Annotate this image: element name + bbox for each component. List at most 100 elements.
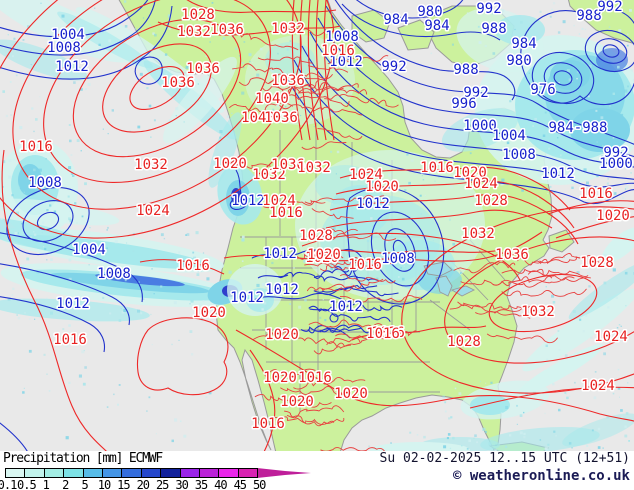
isobar-label: 980 — [506, 53, 531, 69]
scale-segment — [121, 468, 142, 478]
map-image: 1004 1008 1012 1008 1004 1008 1012 1012 1012 1012… — [0, 0, 634, 451]
isobar-label: 1012 — [263, 246, 297, 262]
scale-segment — [160, 468, 181, 478]
isobar-label: 1012 — [230, 290, 264, 306]
isobar-label: 1016 — [366, 326, 400, 342]
isobar-label: 988 — [453, 62, 478, 78]
isobar-label: 1020 — [453, 165, 487, 181]
scale-tick: 40 — [214, 478, 227, 490]
isobar-label: 1020 — [263, 370, 297, 386]
scale-tick: 0.5 — [17, 478, 37, 490]
isobar-label: 1040 — [255, 91, 289, 107]
isobar-label: 1020 — [213, 156, 247, 172]
isobar-label: 1032 — [461, 226, 495, 242]
isobar-label: 1008 — [28, 175, 62, 191]
isobars-high — [0, 0, 634, 451]
scale-tick: 50 — [252, 478, 266, 490]
datetime-label: Su 02-02-2025 12..15 UTC (12+51) — [379, 451, 630, 466]
isobar-label: 1012 — [55, 59, 89, 75]
isobar-label: 988 — [576, 8, 601, 24]
scale-tick: 0.1 — [0, 478, 17, 490]
isobar-label: 1036 — [186, 61, 220, 77]
isobar-label: 1032 — [271, 21, 305, 37]
arctic-island — [397, 19, 435, 51]
isobar-label: 1016 — [251, 416, 285, 432]
isobar-label: 992 — [597, 0, 622, 15]
isobar-label: 1012 — [329, 54, 363, 70]
copyright-label: © weatheronline.co.uk — [452, 468, 630, 484]
newfoundland — [548, 229, 575, 253]
isobar-label: 1032 — [134, 157, 168, 173]
isobar-label: 1008 — [97, 266, 131, 282]
isobar-label: 992 — [603, 145, 628, 161]
isobar-label: 1016 — [348, 257, 382, 273]
isobar-label: 984 — [511, 36, 536, 52]
isobar-label: 1036 — [495, 247, 529, 263]
isobar-label: 1000 — [599, 156, 633, 172]
isobar-label: 1028 — [299, 228, 333, 244]
scale-segment — [102, 468, 123, 478]
isobar-label: 1032 — [521, 304, 555, 320]
isobar-label: 1008 — [325, 29, 359, 45]
isobar-label: 988 — [481, 21, 506, 37]
isobar-label: 1008 — [381, 251, 415, 267]
scale-segment — [199, 468, 220, 478]
isobar-label: 992 — [463, 85, 488, 101]
isobar-label: 1024 — [581, 378, 615, 394]
isobar-label: 984 — [424, 18, 449, 34]
isobar-label: 1016 — [298, 370, 332, 386]
isobar-label: 1020 — [305, 250, 339, 266]
scale-tick: 10 — [97, 478, 111, 490]
scale-segment — [5, 468, 26, 478]
isobar-label: 1036 — [264, 110, 298, 126]
scale-arrow — [257, 468, 311, 478]
scale-segment — [63, 468, 84, 478]
great-lakes — [423, 261, 476, 297]
isobar-label: 992 — [381, 59, 406, 75]
isobar-label: 992 — [476, 1, 501, 17]
isobar-label: 984 — [383, 12, 408, 28]
isobar-label: 1020 — [307, 247, 341, 263]
isobar-label: 1020 — [280, 394, 314, 410]
isobar-label: 1024 — [594, 329, 628, 345]
isobar-label: 1016 — [269, 205, 303, 221]
isobar-label: 1020 — [365, 179, 399, 195]
isobar-label: 1004 — [492, 128, 526, 144]
isobar-label: 1012 — [56, 296, 90, 312]
scale-segment — [43, 468, 65, 478]
isobar-label: 1032 — [252, 167, 286, 183]
isobar-label: 1016 — [579, 186, 613, 202]
isobar-label: 1036 — [271, 73, 305, 89]
isobar-label: 1036 — [271, 157, 305, 173]
isobar-label: 1024 — [262, 193, 296, 209]
scale-tick: 20 — [136, 478, 150, 490]
isobar-label: 1016 — [371, 325, 405, 341]
legend-title: Precipitation [mm] ECMWF — [3, 451, 163, 466]
isobar-label: 1016 — [321, 43, 355, 59]
isobar-label: 1000 — [463, 118, 497, 134]
isobar-label: 1004 — [72, 242, 106, 258]
scale-tick: 35 — [194, 478, 208, 490]
scale-tick: 25 — [155, 478, 169, 490]
isobar-label: 1028 — [474, 193, 508, 209]
isobar-label: 980 — [417, 4, 442, 20]
scale-segment — [82, 468, 103, 478]
isobar-label: 1024 — [464, 176, 498, 192]
isobar-label: 996 — [451, 96, 476, 112]
isobar-label: 1016 — [19, 139, 53, 155]
isobar-label: 1024 — [136, 203, 170, 219]
scale-tick: 15 — [117, 478, 130, 490]
precipitation-scale: 0.1 0.5 1 2 5 10 15 20 25 30 35 40 45 50 — [0, 451, 330, 490]
isobar-label: 1008 — [47, 40, 81, 56]
scale-tick: 5 — [81, 478, 88, 490]
isobar-label: 1012 — [265, 282, 299, 298]
scale-segment — [140, 468, 162, 478]
isobar-label: 976 — [530, 82, 555, 98]
legend-bar: Precipitation [mm] ECMWF Su 02-02-2025 1… — [0, 451, 634, 490]
isobar-label: 1012 — [329, 299, 363, 315]
isobar-label: 1020 — [334, 386, 368, 402]
isobar-label: 1036 — [161, 75, 195, 91]
isobar-label: 1016 — [420, 160, 454, 176]
scale-tick: 2 — [62, 478, 69, 490]
isobar-label: 1012 — [231, 193, 265, 209]
